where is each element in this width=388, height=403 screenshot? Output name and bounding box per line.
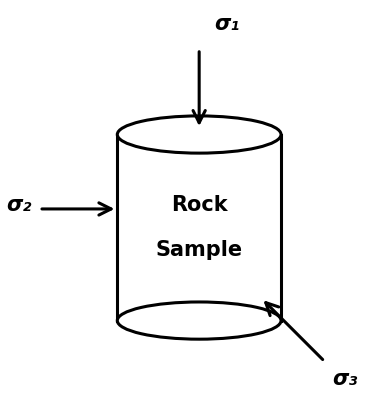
Ellipse shape [117,116,281,153]
Text: σ₂: σ₂ [6,195,32,215]
Text: Sample: Sample [156,240,243,260]
Ellipse shape [117,302,281,339]
Text: σ₁: σ₁ [214,14,239,34]
Text: Rock: Rock [171,195,227,215]
Text: σ₃: σ₃ [332,369,357,389]
